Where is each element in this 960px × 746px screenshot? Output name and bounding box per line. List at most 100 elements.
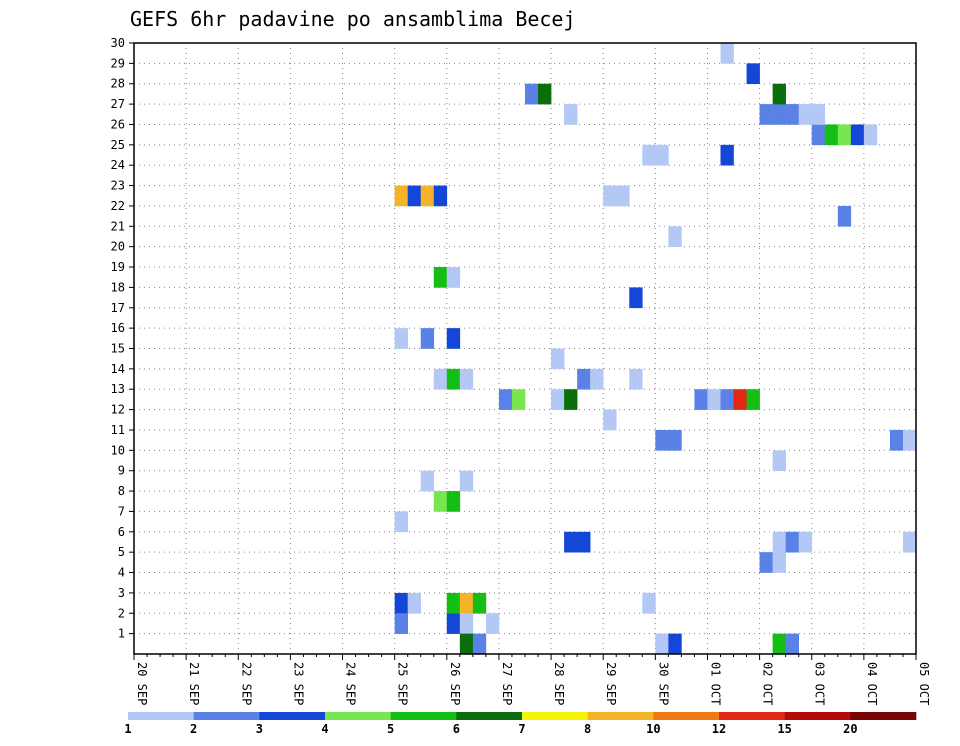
- precip-cell: [902, 429, 917, 451]
- precip-cell: [407, 592, 422, 614]
- x-tick-label: 05 OCT: [917, 662, 931, 705]
- precip-cell: [642, 592, 656, 614]
- y-tick-label: 13: [111, 382, 125, 396]
- precip-cell: [472, 592, 487, 614]
- legend-swatch: [325, 712, 391, 720]
- legend-swatch: [522, 712, 588, 720]
- y-tick-label: 4: [118, 566, 125, 580]
- precip-cell: [472, 633, 487, 655]
- precip-cell: [668, 226, 682, 247]
- precip-cell: [642, 144, 656, 166]
- precip-cell: [863, 124, 878, 146]
- y-tick-label: 12: [111, 403, 125, 417]
- precip-cell: [446, 328, 461, 349]
- y-tick-label: 19: [111, 260, 125, 274]
- legend-label: 7: [518, 722, 525, 736]
- y-tick-label: 29: [111, 56, 125, 70]
- precip-cell: [668, 429, 682, 451]
- precip-cell: [433, 185, 448, 207]
- legend-swatch: [128, 712, 194, 720]
- x-tick-label: 25 SEP: [396, 662, 410, 705]
- legend-label: 3: [256, 722, 263, 736]
- precip-cell: [798, 104, 813, 125]
- precip-cell: [811, 104, 826, 125]
- x-tick-label: 24 SEP: [344, 662, 358, 705]
- legend-label: 12: [712, 722, 726, 736]
- precip-cell: [420, 470, 435, 492]
- precip-cell: [837, 124, 852, 146]
- precip-cell: [394, 592, 408, 614]
- y-tick-label: 16: [111, 321, 125, 335]
- precip-cell: [772, 450, 786, 471]
- y-tick-label: 11: [111, 423, 125, 437]
- precip-cell: [433, 491, 448, 512]
- y-tick-label: 9: [118, 464, 125, 478]
- y-tick-label: 26: [111, 117, 125, 131]
- precip-cell: [785, 633, 799, 655]
- precip-cell: [837, 205, 852, 227]
- y-tick-label: 8: [118, 484, 125, 498]
- legend-label: 20: [843, 722, 857, 736]
- color-legend: 1 2 3 4 5 6 7 8 10 12 15 20: [124, 712, 917, 736]
- y-tick-label: 7: [118, 504, 125, 518]
- precip-cell: [772, 531, 786, 553]
- precip-cell: [459, 592, 474, 614]
- data-cells: [394, 43, 917, 655]
- x-tick-label: 02 OCT: [761, 662, 775, 705]
- precip-cell: [824, 124, 839, 146]
- plot-frame: [133, 42, 917, 655]
- y-tick-label: 22: [111, 199, 125, 213]
- precip-cell: [759, 104, 773, 125]
- legend-swatch: [456, 712, 523, 720]
- precip-cell: [746, 389, 760, 410]
- x-tick-label: 21 SEP: [187, 662, 201, 705]
- y-tick-label: 6: [118, 525, 125, 539]
- precip-cell: [733, 389, 747, 410]
- legend-swatch: [850, 712, 917, 720]
- precip-cell: [433, 368, 448, 390]
- precip-cell: [655, 144, 669, 166]
- legend-swatch: [193, 712, 260, 720]
- legend-swatch: [587, 712, 654, 720]
- precip-cell: [394, 613, 408, 634]
- precip-cell: [850, 124, 865, 146]
- precip-cell: [498, 389, 513, 410]
- legend-label: 4: [321, 722, 328, 736]
- y-tick-label: 28: [111, 77, 125, 91]
- precip-cell: [446, 368, 461, 390]
- legend-label: 8: [584, 722, 591, 736]
- y-axis: 1234567891011121314151617181920212223242…: [111, 36, 134, 641]
- y-tick-label: 30: [111, 36, 125, 50]
- precip-cell: [759, 552, 773, 573]
- precip-cell: [420, 328, 435, 349]
- precip-cell: [525, 83, 539, 105]
- legend-label: 1: [124, 722, 131, 736]
- precip-cell: [720, 144, 734, 166]
- y-tick-label: 25: [111, 138, 125, 152]
- precip-cell: [668, 633, 682, 655]
- precip-cell: [538, 83, 552, 105]
- chart-title: GEFS 6hr padavine po ansamblima Becej: [130, 7, 576, 31]
- y-tick-label: 23: [111, 179, 125, 193]
- precip-cell: [603, 185, 617, 207]
- legend-label: 15: [777, 722, 791, 736]
- x-tick-label: 30 SEP: [656, 662, 670, 705]
- y-tick-label: 14: [111, 362, 125, 376]
- legend-swatch: [784, 712, 851, 720]
- precip-cell: [459, 613, 474, 634]
- legend-swatch: [653, 712, 720, 720]
- precip-cell: [564, 389, 578, 410]
- y-tick-label: 3: [118, 586, 125, 600]
- x-tick-label: 28 SEP: [552, 662, 566, 705]
- legend-label: 6: [453, 722, 460, 736]
- precip-cell: [485, 613, 500, 634]
- precip-cell: [889, 429, 904, 451]
- precip-cell: [394, 328, 408, 349]
- precip-cell: [446, 613, 461, 634]
- precip-cell: [785, 531, 799, 553]
- precip-cell: [459, 633, 474, 655]
- precip-cell: [772, 104, 786, 125]
- y-tick-label: 27: [111, 97, 125, 111]
- precip-cell: [459, 368, 474, 390]
